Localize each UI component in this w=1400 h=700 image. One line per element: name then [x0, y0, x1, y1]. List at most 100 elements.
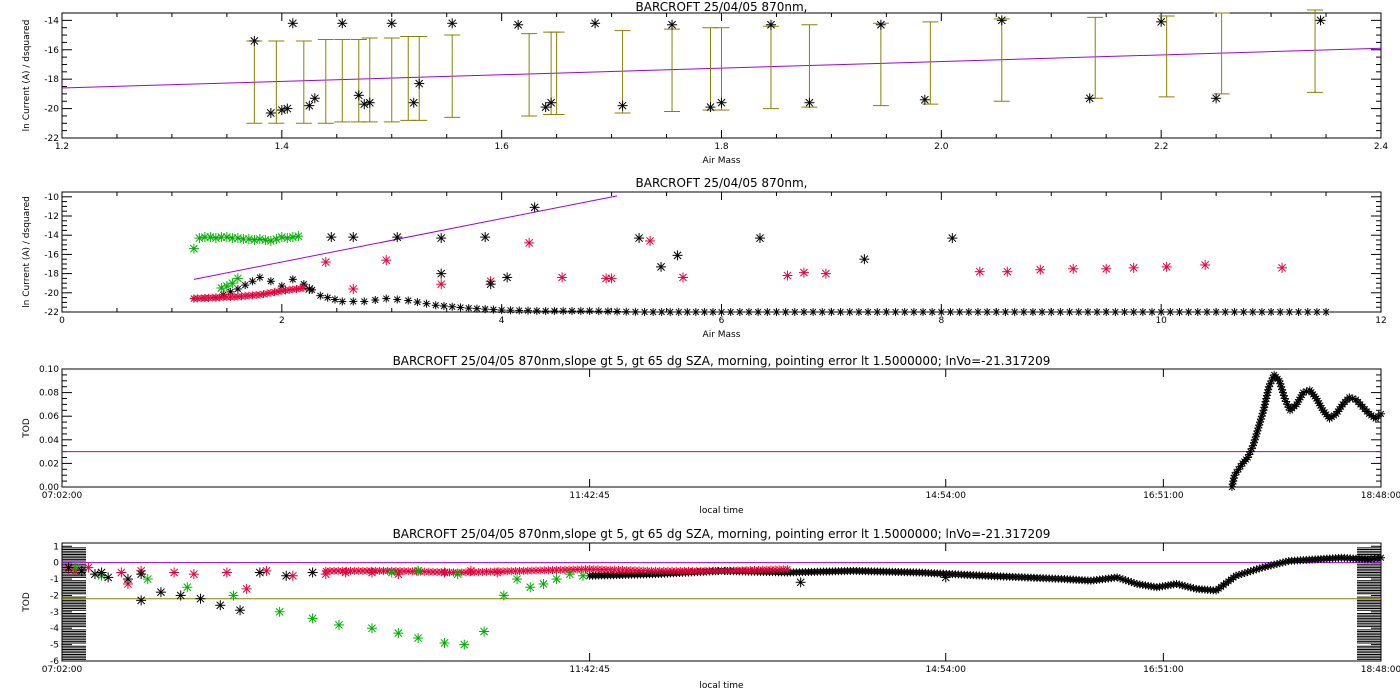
data-point-green: [564, 569, 575, 580]
curve-point: [288, 275, 297, 284]
y-tick-label: -14: [44, 16, 59, 26]
data-point-green: [452, 569, 463, 580]
y-tick-label: -12: [44, 212, 59, 222]
data-point-green: [182, 582, 193, 593]
curve-point: [360, 297, 369, 306]
curve-point: [845, 308, 854, 316]
curve-point: [1239, 308, 1248, 316]
curve-point: [717, 308, 726, 316]
x-tick-label: 07:02:00: [42, 665, 83, 675]
curve-point: [1010, 308, 1019, 316]
curve-point: [1148, 308, 1157, 316]
curve-point: [1248, 308, 1257, 316]
data-point-red: [974, 266, 985, 277]
curve-point: [631, 307, 640, 316]
error-bar: [922, 21, 939, 105]
data-point-red: [320, 569, 331, 580]
curve-point: [754, 308, 763, 316]
data-point-black: [122, 574, 133, 585]
data-point-red: [820, 268, 831, 279]
y-tick-label: -20: [44, 289, 59, 299]
y-tick-label: -3: [50, 608, 59, 618]
plot-panel-2: BARCROFT 25/04/05 870nm, Air Mass ln Curre…: [22, 176, 1387, 340]
y-tick-label: -20: [44, 105, 59, 115]
curve-point: [532, 306, 541, 315]
curve-point: [1193, 308, 1202, 316]
curve-point: [1028, 308, 1037, 316]
curve-point: [928, 308, 937, 316]
curve-point: [1166, 308, 1175, 316]
data-point-black: [76, 565, 87, 576]
error-bar: [383, 37, 400, 123]
x-tick-label: 2.4: [1374, 142, 1389, 152]
y-tick-label: -16: [44, 250, 59, 260]
curve-point: [1312, 308, 1321, 316]
curve-point: [233, 284, 242, 293]
curve-point: [700, 308, 709, 316]
chart-title: BARCROFT 25/04/05 870nm,slope gt 5, gt 6…: [393, 527, 1051, 541]
data-point-green: [439, 637, 450, 648]
data-point-black: [136, 569, 147, 580]
data-point: [287, 18, 298, 29]
curve-point: [413, 298, 422, 307]
curve-point: [323, 293, 332, 302]
curve-point: [708, 308, 717, 316]
data-point-red: [1068, 263, 1079, 274]
curve-point: [316, 291, 325, 300]
curve-point: [603, 307, 612, 316]
data-point-red: [798, 267, 809, 278]
error-bar: [1087, 16, 1104, 99]
curve-point: [1047, 308, 1056, 316]
data-point: [353, 90, 364, 101]
curve-point: [873, 308, 882, 316]
data-point-red: [320, 257, 331, 268]
data-point-black: [795, 577, 806, 588]
curve-point: [744, 308, 753, 316]
data-point-green: [479, 626, 490, 637]
y-tick-label: -16: [44, 46, 59, 56]
x-tick-label: 18:48:00: [1361, 491, 1400, 501]
curve-point: [1120, 308, 1129, 316]
data-point-black: [307, 567, 318, 578]
data-point-black: [155, 587, 166, 598]
curve-point: [1175, 308, 1184, 316]
y-axis-label: TOD: [22, 418, 32, 439]
curve-point: [506, 306, 515, 315]
data-point-green: [393, 628, 404, 639]
error-bar: [1158, 15, 1175, 98]
data-point-black: [281, 570, 292, 581]
curve-point: [900, 308, 909, 316]
curve-point: [1019, 308, 1028, 316]
curve-point: [1377, 553, 1385, 562]
data-point: [513, 19, 524, 30]
curve-point: [576, 307, 585, 316]
x-tick-label: 2.0: [934, 142, 949, 152]
data-point-green: [551, 574, 562, 585]
data-point-black: [392, 232, 403, 243]
data-point-black: [63, 562, 74, 573]
x-tick-label: 10: [1155, 316, 1167, 326]
y-tick-label: 0.00: [39, 483, 59, 493]
data-point: [304, 100, 315, 111]
data-point: [1211, 93, 1222, 104]
data-point-black: [348, 232, 359, 243]
data-point: [667, 19, 678, 30]
curve-point: [1111, 308, 1120, 316]
curve-point: [1083, 308, 1092, 316]
curve-point: [404, 296, 413, 305]
data-point-black: [175, 590, 186, 601]
x-axis-label: Air Mass: [703, 330, 741, 340]
data-point: [1315, 15, 1326, 26]
data-point: [408, 97, 419, 108]
data-point-green: [232, 273, 243, 284]
x-tick-label: 16:51:00: [1143, 491, 1184, 501]
data-point-green: [525, 582, 536, 593]
data-point-red: [1161, 261, 1172, 272]
data-point-red: [188, 569, 199, 580]
data-point-black: [96, 567, 107, 578]
data-point-red: [782, 270, 793, 281]
y-tick-label: 0.08: [39, 389, 59, 399]
error-bar: [762, 25, 779, 110]
data-point-green: [538, 578, 549, 589]
